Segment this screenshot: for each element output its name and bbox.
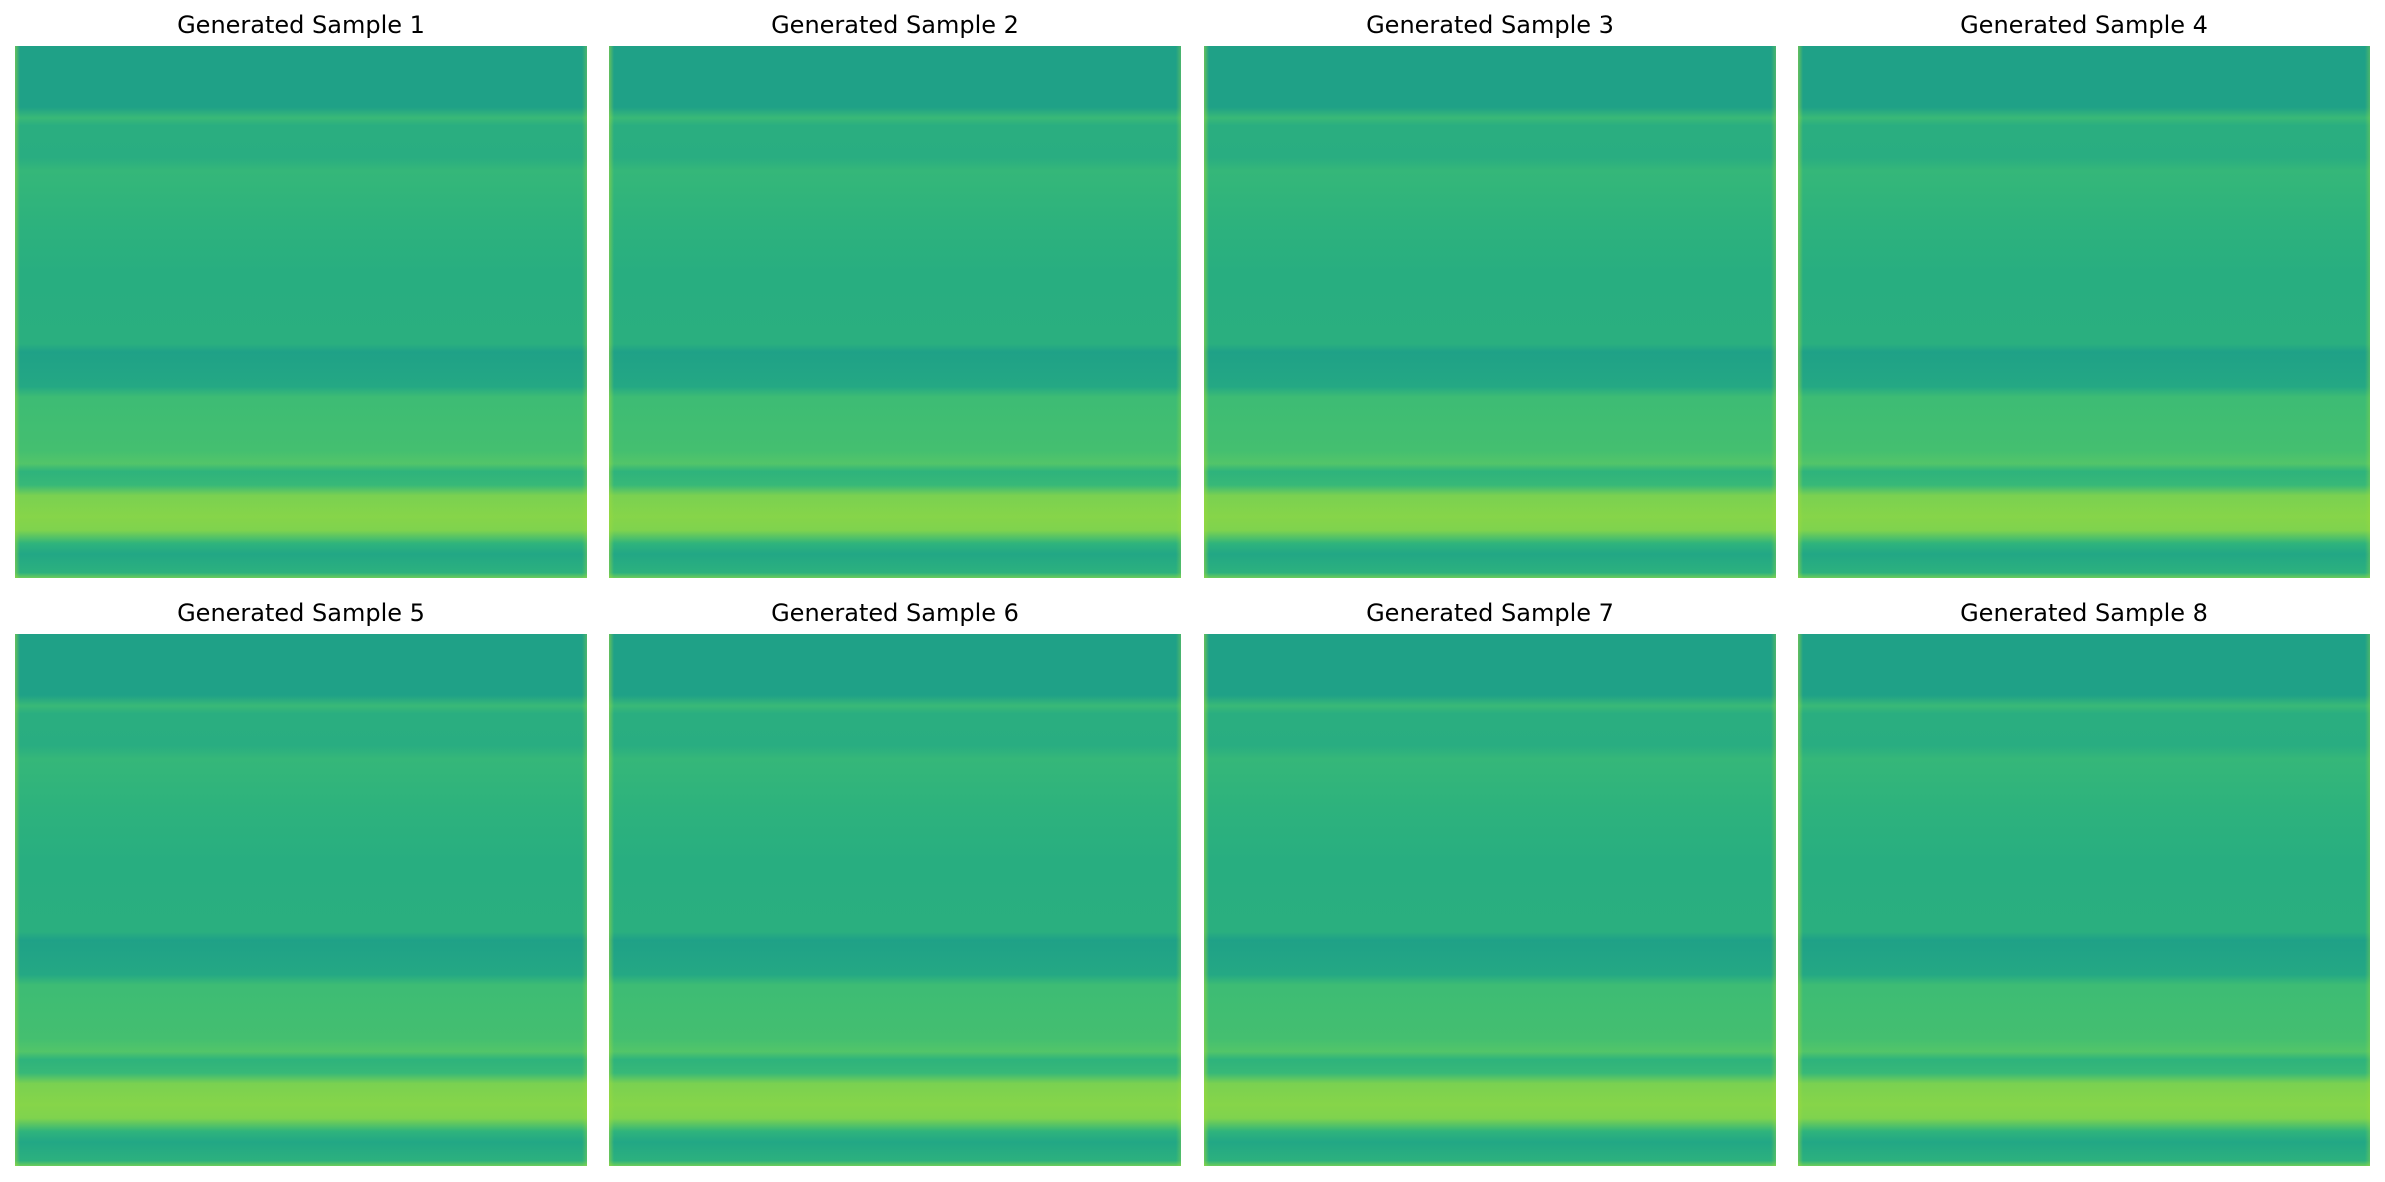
panel-title: Generated Sample 6 (771, 599, 1019, 627)
panel-title: Generated Sample 5 (177, 599, 425, 627)
panel-title: Generated Sample 1 (177, 11, 425, 39)
panel-title: Generated Sample 3 (1366, 11, 1614, 39)
panel-title: Generated Sample 7 (1366, 599, 1614, 627)
spectrogram-image (1798, 634, 2370, 1166)
spectrogram-image (1204, 46, 1776, 578)
spectrogram-image (1798, 46, 2370, 578)
panel-title: Generated Sample 8 (1960, 599, 2208, 627)
spectrogram-image (609, 634, 1181, 1166)
panel-title: Generated Sample 4 (1960, 11, 2208, 39)
spectrogram-image (15, 46, 587, 578)
spectrogram-image (15, 634, 587, 1166)
panel-title: Generated Sample 2 (771, 11, 1019, 39)
spectrogram-image (1204, 634, 1776, 1166)
spectrogram-image (609, 46, 1181, 578)
